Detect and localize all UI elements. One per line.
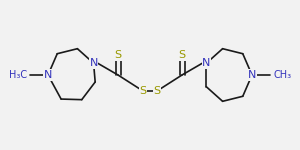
Text: CH₃: CH₃: [273, 70, 291, 80]
Text: H₃C: H₃C: [9, 70, 27, 80]
Text: N: N: [89, 58, 98, 68]
Text: N: N: [202, 58, 211, 68]
Text: S: S: [114, 50, 122, 60]
Text: S: S: [178, 50, 186, 60]
Text: S: S: [153, 86, 161, 96]
Text: N: N: [44, 70, 52, 80]
Text: S: S: [140, 86, 147, 96]
Text: N: N: [248, 70, 256, 80]
